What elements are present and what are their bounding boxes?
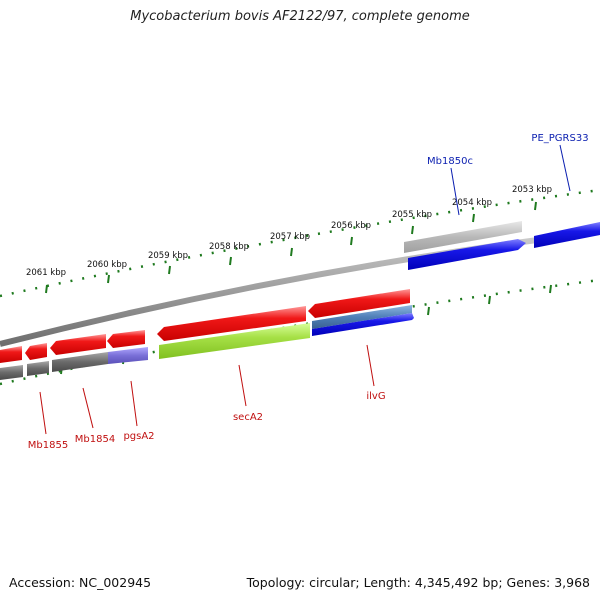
major-tick [534, 201, 537, 211]
gene-ilvG[interactable] [308, 289, 410, 318]
major-tick [472, 213, 475, 223]
gene-Mb1854[interactable] [25, 343, 47, 360]
gene-secA2[interactable] [157, 306, 306, 341]
major-tick [168, 265, 171, 275]
leader-line [130, 380, 138, 427]
gene-label-Mb1855[interactable]: Mb1855 [28, 440, 68, 451]
gene-label-pgsA2[interactable]: pgsA2 [123, 431, 154, 442]
gene-pgsA2-region[interactable] [108, 347, 148, 364]
major-tick [549, 284, 552, 294]
map-title: Mycobacterium bovis AF2122/97, complete … [130, 9, 470, 24]
gene-ilvG-cds[interactable] [312, 313, 414, 336]
gene-Mb1854-shadow [27, 361, 49, 376]
major-tick [45, 284, 48, 294]
gene-pgsA2-cds[interactable] [107, 330, 145, 348]
leader-line [238, 364, 247, 407]
major-ticks [45, 201, 552, 375]
gene-secA2-region[interactable] [159, 323, 310, 359]
tick-label: 2059 kbp [148, 251, 188, 261]
genome-summary-text: Topology: circular; Length: 4,345,492 bp… [246, 575, 590, 590]
gene-Mb1855-shadow [0, 365, 23, 380]
major-tick [427, 306, 430, 316]
tick-label: 2060 kbp [87, 260, 127, 270]
gene-pgsA2-shadow [52, 352, 108, 372]
major-tick [488, 295, 491, 305]
gene-pgsA2[interactable] [50, 334, 106, 355]
leader-line [39, 391, 47, 435]
major-tick [411, 225, 414, 235]
tick-label: 2061 kbp [26, 268, 66, 278]
gene-label-PE_PGRS33[interactable]: PE_PGRS33 [531, 133, 588, 144]
major-tick [229, 256, 232, 266]
major-tick [350, 236, 353, 246]
gene-ilvG-region[interactable] [312, 305, 412, 329]
major-tick [107, 274, 110, 284]
tick-label: 2054 kbp [452, 198, 492, 208]
gene-Mb1850c[interactable] [404, 221, 522, 253]
tick-label: 2058 kbp [209, 242, 249, 252]
tick-ring-outer [0, 188, 600, 298]
accession-text: Accession: NC_002945 [9, 575, 152, 590]
major-tick [290, 247, 293, 257]
leader-line [82, 387, 94, 429]
leader-line [559, 144, 571, 192]
gene-Mb1855[interactable] [0, 346, 22, 363]
gene-PE_PGRS33[interactable] [534, 222, 600, 248]
tick-label: 2055 kbp [392, 210, 432, 220]
tick-label: 2053 kbp [512, 185, 552, 195]
tick-label: 2056 kbp [331, 221, 371, 231]
leader-line [450, 167, 460, 216]
tick-label: 2057 kbp [270, 232, 310, 242]
gene-label-Mb1850c[interactable]: Mb1850c [427, 156, 473, 167]
gene-label-ilvG[interactable]: ilvG [366, 391, 385, 402]
gene-label-Mb1854[interactable]: Mb1854 [75, 434, 115, 445]
gene-Mb1850c-cds[interactable] [408, 239, 526, 270]
gene-label-secA2[interactable]: secA2 [233, 412, 263, 423]
leader-line [366, 344, 375, 387]
